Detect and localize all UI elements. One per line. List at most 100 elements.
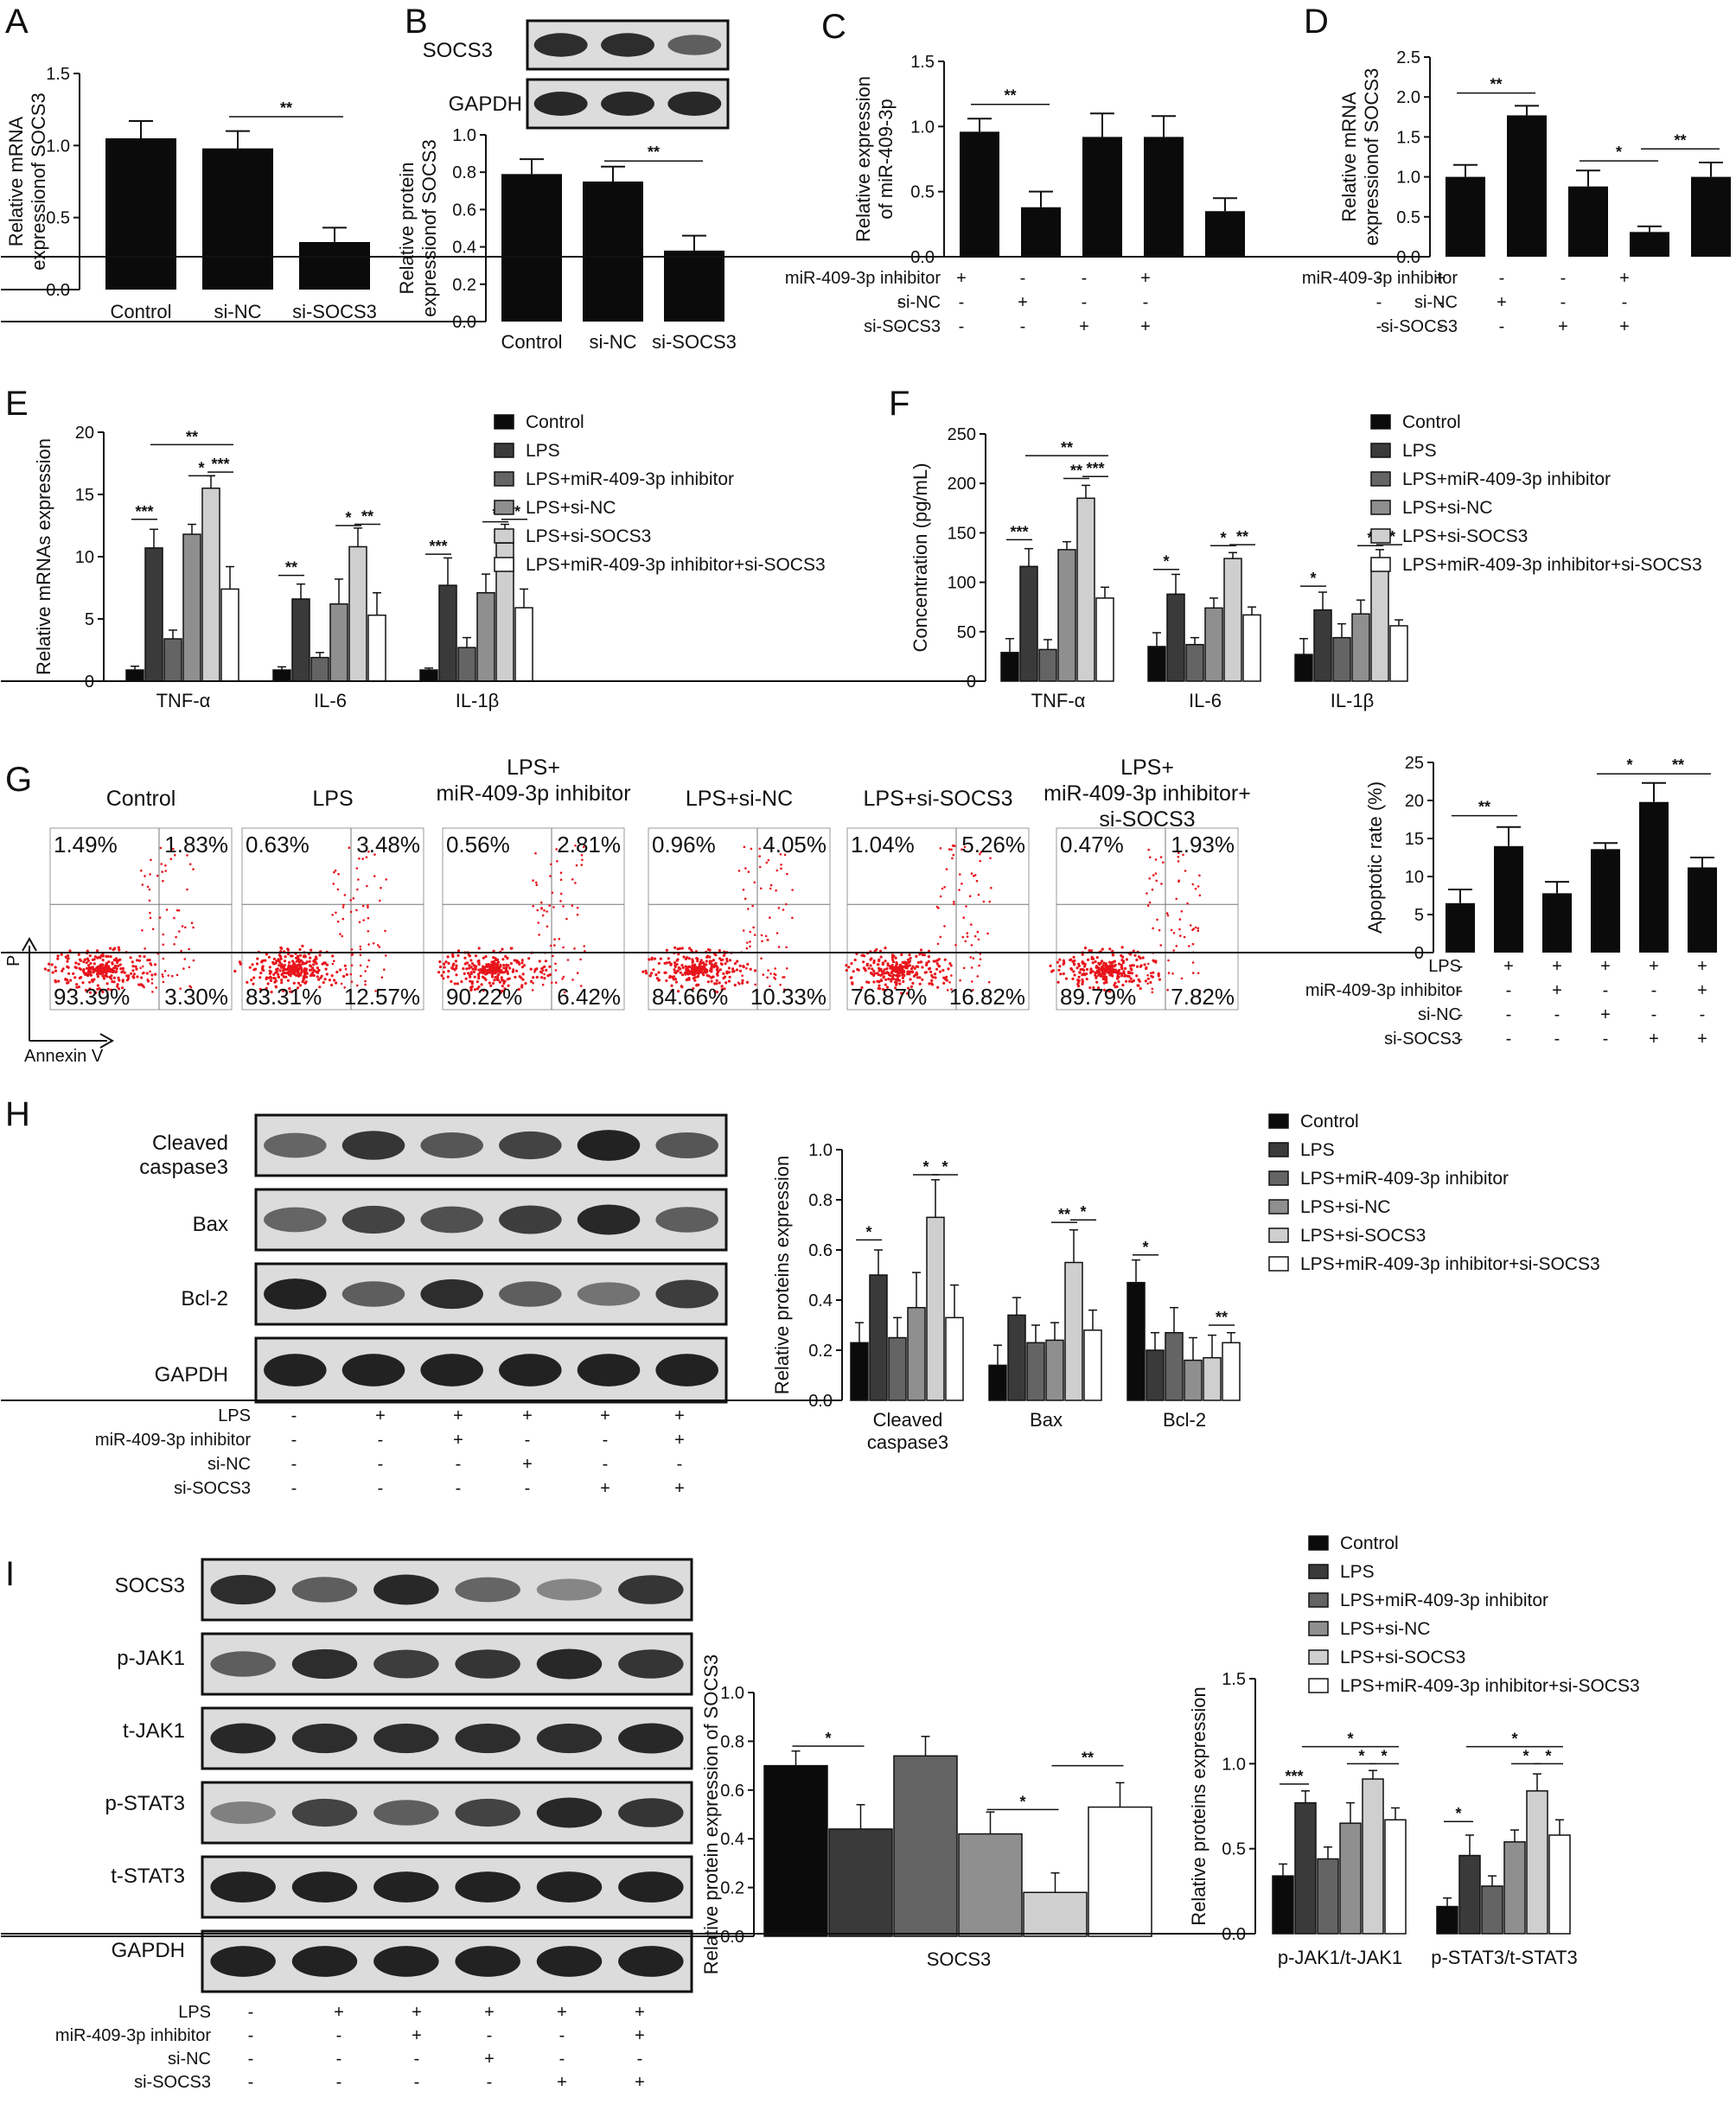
flow-event <box>929 970 933 973</box>
flow-event <box>862 960 865 964</box>
flow-event <box>501 979 505 982</box>
flow-event <box>284 975 288 979</box>
flow-event <box>746 941 749 944</box>
flow-event <box>777 907 781 909</box>
flow-event <box>310 948 313 952</box>
flow-event <box>645 972 648 975</box>
flow-event <box>767 969 769 972</box>
sig-label: ** <box>1674 131 1686 149</box>
flow-event <box>172 847 175 851</box>
flow-event <box>900 953 903 957</box>
flow-event <box>320 974 323 978</box>
flow-event <box>509 962 514 966</box>
flow-event <box>1062 959 1065 962</box>
flow-event <box>276 967 279 971</box>
blot-frame <box>201 1706 693 1770</box>
flow-event <box>1180 910 1184 913</box>
blot-i-row <box>201 1781 693 1845</box>
treatment-sign: + <box>453 1431 463 1450</box>
flow-event <box>547 974 551 977</box>
y-tick-label: 0.0 <box>46 281 70 300</box>
blot-band <box>373 1649 439 1679</box>
flow-event <box>871 972 874 976</box>
flow-event <box>359 945 362 948</box>
flow-event <box>769 985 771 988</box>
flow-event <box>872 969 876 972</box>
flow-event <box>1182 853 1184 857</box>
flow-event <box>705 973 709 978</box>
bar <box>893 1755 958 1937</box>
bar <box>1688 867 1717 953</box>
flow-event <box>867 980 871 985</box>
flow-event <box>305 972 309 975</box>
flow-event <box>1081 980 1084 984</box>
treatment-sign: + <box>1140 269 1151 288</box>
flow-event <box>728 975 731 979</box>
sig-label: ** <box>186 428 198 445</box>
x-tick-label: IL-1β <box>456 690 500 711</box>
bar <box>869 1274 888 1401</box>
flow-event <box>233 969 237 973</box>
treatment-sign: + <box>674 1406 685 1425</box>
bar <box>664 250 724 322</box>
flow-event <box>442 962 446 966</box>
flow-event <box>64 978 67 981</box>
flow-event <box>446 975 450 979</box>
sig-label: ** <box>361 508 373 526</box>
flow-event <box>167 974 170 977</box>
sig-label: ** <box>1058 1206 1070 1223</box>
flow-event <box>473 975 476 979</box>
sig-label: ** <box>280 99 292 117</box>
blot-band <box>577 1130 641 1161</box>
flow-event <box>304 970 308 973</box>
flow-event <box>248 966 252 969</box>
flow-event <box>1139 956 1142 960</box>
flow-event <box>492 962 496 966</box>
flow-event <box>574 882 577 884</box>
flow-event <box>86 949 89 953</box>
flow-event <box>1120 946 1124 949</box>
treatment-sign: + <box>1697 981 1707 1000</box>
bar <box>1351 613 1370 682</box>
flow-event <box>1146 974 1149 977</box>
flow-event <box>341 934 344 938</box>
flow-event <box>92 967 95 971</box>
flow-event <box>576 913 579 916</box>
flow-event <box>540 901 543 904</box>
flow-event <box>1085 967 1089 972</box>
treatment-sign: + <box>1497 293 1507 312</box>
flow-event <box>937 964 941 968</box>
flow-event <box>188 947 190 951</box>
flow-event <box>154 972 157 976</box>
bar <box>1082 137 1122 257</box>
flow-event <box>543 977 546 980</box>
flow-event <box>1135 965 1139 968</box>
bar <box>348 545 367 682</box>
flow-event <box>1154 858 1158 861</box>
flow-event <box>112 976 116 979</box>
flow-event <box>891 960 896 964</box>
flow-event <box>691 958 694 961</box>
flow-event <box>281 965 284 968</box>
treatment-sign: + <box>484 2003 495 2022</box>
flow-event <box>869 964 872 967</box>
flow-event <box>571 979 574 981</box>
flow-event <box>928 967 931 971</box>
flow-event <box>973 875 975 877</box>
blot-band <box>455 1577 520 1603</box>
flow-event <box>878 984 881 987</box>
flow-event <box>683 971 687 974</box>
flow-event <box>852 970 855 973</box>
flow-event <box>56 957 60 960</box>
treatment-sign: + <box>1018 293 1028 312</box>
blot-band <box>655 1354 718 1387</box>
flow-event <box>696 975 699 979</box>
treatment-sign: - <box>559 2050 565 2069</box>
flow-event <box>1094 960 1097 964</box>
flow-event <box>96 956 99 960</box>
flow-event <box>934 976 937 979</box>
flow-event <box>1191 928 1194 932</box>
x-tick-label: si-SOCS3 <box>292 301 377 322</box>
flow-event <box>687 970 691 973</box>
flow-event <box>894 986 897 990</box>
